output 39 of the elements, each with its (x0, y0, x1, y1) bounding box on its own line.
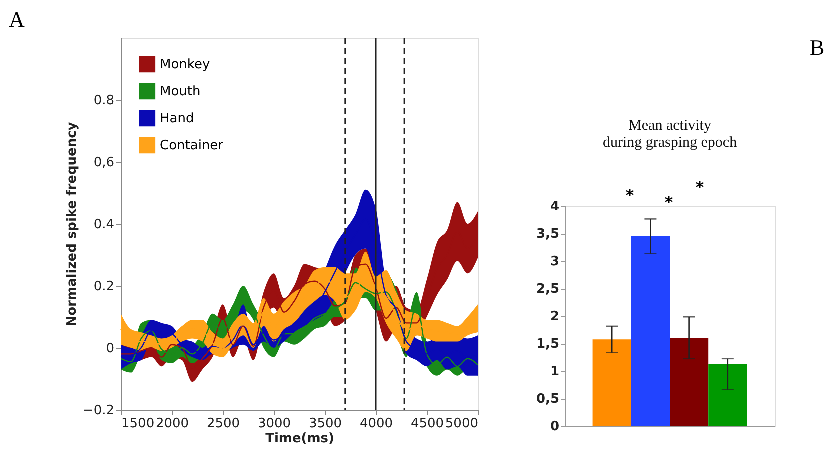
x-axis-title: Time(ms) (266, 432, 334, 446)
text: * (626, 186, 635, 205)
chart-title: Mean activity during grasping epoch (602, 118, 738, 151)
bar (631, 236, 670, 426)
y-tick-label: 1,5 (536, 337, 560, 352)
y-tick-label: 3 (550, 254, 560, 270)
x-tick-label: 3500 (308, 416, 342, 432)
x-tick-label: 4500 (410, 416, 444, 432)
y-tick-label: −0.2 (82, 404, 114, 418)
bar (708, 364, 748, 426)
y-tick-label: 0 (550, 420, 560, 434)
legend-label: Mouth (160, 84, 201, 100)
y-tick-label: 0.8 (94, 94, 114, 108)
text: B (810, 35, 825, 60)
x-tick-label: 3000 (258, 416, 292, 432)
y-tick-label: 0,5 (536, 392, 560, 407)
annotation: * (664, 193, 674, 212)
x-tick-label: 4000 (360, 416, 394, 432)
text: * (696, 178, 705, 197)
x-tick-label: 2000 (156, 416, 190, 432)
bar (592, 340, 632, 426)
y-tick-label: 2 (550, 310, 560, 324)
y-tick-label: 0.4 (94, 218, 114, 232)
y-tick-label: 3,5 (536, 227, 560, 242)
y-tick-label: 4 (550, 200, 560, 214)
y-tick-label: 0,6 (94, 156, 114, 170)
legend-label: Container (160, 138, 224, 154)
x-tick-label: 5000 (445, 416, 478, 432)
y-tick-label: 1 (550, 364, 560, 380)
legend-label: Monkey (160, 58, 210, 72)
legend-label: Hand (160, 112, 194, 126)
y-axis-title: Normalized spike frequency (64, 122, 80, 327)
x-tick-label: 2500 (206, 416, 240, 432)
text: A (9, 7, 25, 32)
x-tick-label: 1500 (122, 416, 155, 432)
bar (670, 338, 709, 426)
y-tick-label: 2,5 (536, 282, 560, 297)
y-tick-label: 0 (106, 342, 114, 356)
y-tick-label: 0.2 (94, 280, 114, 294)
